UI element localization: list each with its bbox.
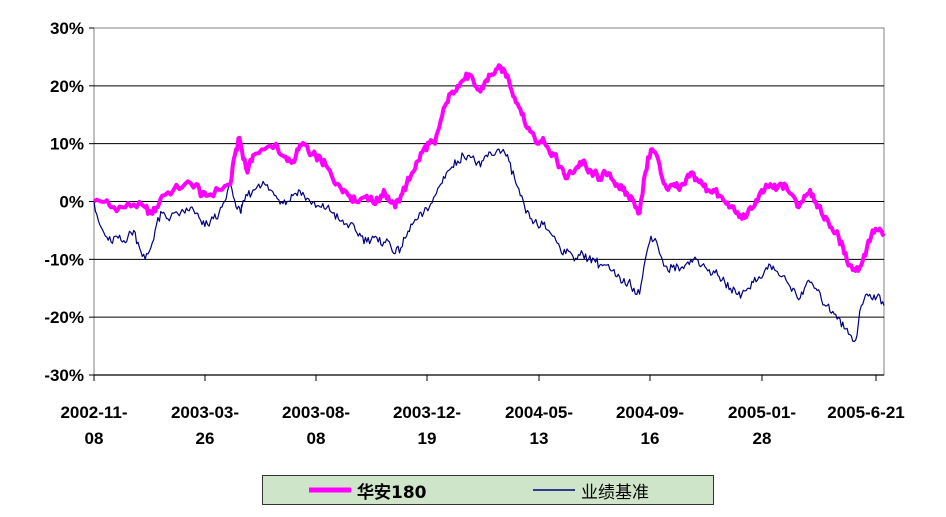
- x-tick-label-line2: 16: [641, 429, 660, 448]
- y-tick-label: 0%: [59, 193, 84, 212]
- x-tick-label: 2003-12-: [393, 403, 461, 422]
- x-tick-label-line2: 08: [85, 429, 104, 448]
- x-tick-label: 2003-08-: [282, 403, 350, 422]
- x-tick-label: 2002-11-: [60, 403, 127, 422]
- legend-label-benchmark: 业绩基准: [581, 482, 649, 503]
- legend: 华安180 业绩基准: [262, 475, 714, 505]
- series-lines: [92, 63, 886, 343]
- y-axis: 30% 20% 10% 0% -10% -20% -30%: [44, 19, 94, 385]
- y-tick-label: -20%: [44, 308, 84, 327]
- x-tick-label: 2005-6-21: [827, 403, 905, 422]
- x-tick-label: 2004-05-: [505, 403, 573, 422]
- y-tick-label: 30%: [50, 19, 84, 38]
- x-tick-label-line2: 26: [196, 429, 215, 448]
- x-axis: 2002-11- 08 2003-03- 26 2003-08- 08 2003-12- 19…: [60, 374, 905, 448]
- x-tick-label-line2: 19: [418, 429, 437, 448]
- x-tick-label: 2003-03-: [171, 403, 239, 422]
- series-line-benchmark: [93, 148, 885, 343]
- y-tick-label: 10%: [50, 135, 84, 154]
- line-chart: 30% 20% 10% 0% -10% -20% -30% 2002-11- 08 2003-0…: [44, 19, 905, 448]
- legend-item-benchmark: 业绩基准: [531, 476, 649, 504]
- legend-item-huaan180: 华安180: [307, 476, 427, 504]
- gridlines: [94, 85, 884, 318]
- series-line-huaan180: [92, 63, 886, 273]
- x-tick-label-line2: 08: [307, 429, 326, 448]
- x-tick-label-line2: 28: [753, 429, 772, 448]
- legend-swatch-huaan180: [309, 487, 351, 493]
- legend-label-huaan180: 华安180: [357, 482, 427, 503]
- legend-swatch-benchmark: [533, 489, 575, 491]
- x-tick-label: 2005-01-: [728, 403, 796, 422]
- x-tick-label: 2004-09-: [616, 403, 684, 422]
- y-tick-label: -10%: [44, 250, 84, 269]
- y-tick-label: -30%: [44, 366, 84, 385]
- x-tick-label-line2: 13: [530, 429, 549, 448]
- y-tick-label: 20%: [50, 77, 84, 96]
